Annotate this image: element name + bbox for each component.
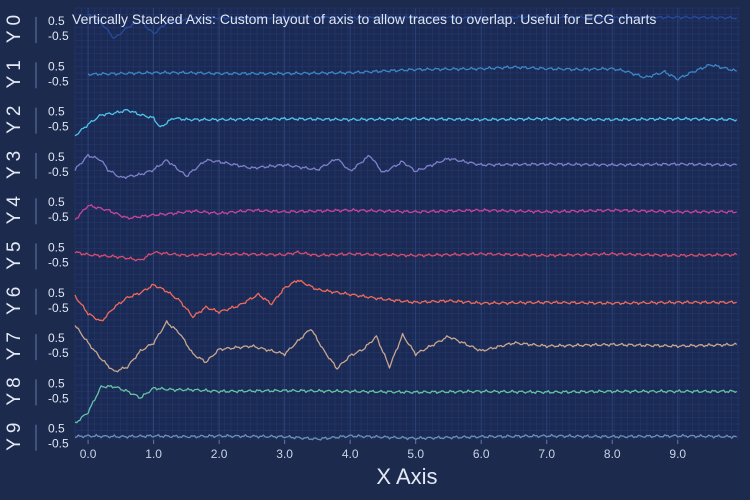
series-line-y8 — [74, 384, 738, 424]
y-tick-label: -0.5 — [48, 29, 69, 43]
y-tick-label: 0.5 — [48, 376, 65, 390]
y-tick-label: -0.5 — [48, 165, 69, 179]
x-tick-label: 3.0 — [276, 447, 293, 461]
y-tick-label: -0.5 — [48, 301, 69, 315]
y-tick-label: 0.5 — [48, 286, 65, 300]
x-tick-label: 8.0 — [604, 447, 621, 461]
y-tick-label: -0.5 — [48, 74, 69, 88]
y-axis-title: Y 4 — [4, 196, 25, 225]
y-tick-label: 0.5 — [48, 195, 65, 209]
y-tick-label: 0.5 — [48, 105, 65, 119]
y-tick-label: -0.5 — [48, 210, 69, 224]
x-axis-title: X Axis — [376, 464, 437, 489]
x-tick-label: 2.0 — [211, 447, 228, 461]
y-tick-label: -0.5 — [48, 391, 69, 405]
x-tick-label: 4.0 — [342, 447, 359, 461]
y-tick-label: 0.5 — [48, 59, 65, 73]
y-tick-label: 0.5 — [48, 150, 65, 164]
series-line-y3 — [74, 153, 737, 180]
x-axis: 0.0 1.0 2.0 3.0 4.0 5.0 6.0 7.0 8.0 9.0 X Axis — [80, 440, 686, 489]
y-tick-label: -0.5 — [48, 256, 69, 270]
x-tick-label: 6.0 — [473, 447, 490, 461]
y-axis-title: Y 0 — [4, 15, 25, 43]
y-axis-title: Y 9 — [4, 423, 25, 451]
y-tick-label: 0.5 — [48, 241, 65, 255]
x-tick-label: 5.0 — [407, 447, 424, 461]
y-tick-label: -0.5 — [48, 437, 69, 451]
x-tick-label: 0.0 — [80, 447, 97, 461]
y-axis-title: Y 3 — [4, 151, 25, 179]
y-axes: Y 0 0.5-0.5Y 1 0.5-0.5Y 2 0.5-0.5Y 3 0.5-0.5… — [4, 14, 69, 451]
y-tick-label: 0.5 — [48, 331, 65, 345]
series-line-y0 — [88, 13, 738, 39]
y-axis-title: Y 2 — [4, 106, 25, 134]
y-axis-title: Y 7 — [4, 332, 25, 360]
chart-title: Vertically Stacked Axis: Custom layout o… — [72, 11, 657, 27]
y-tick-label: 0.5 — [48, 14, 65, 28]
series-line-y9 — [74, 433, 737, 441]
y-axis-title: Y 1 — [4, 60, 25, 88]
series-line-y5 — [74, 250, 738, 262]
series-line-y4 — [74, 204, 737, 221]
y-axis-title: Y 5 — [4, 241, 25, 269]
plot-area — [75, 8, 740, 440]
series-line-y1 — [87, 64, 737, 81]
x-tick-label: 7.0 — [538, 447, 555, 461]
y-tick-label: -0.5 — [48, 346, 69, 360]
y-axis-title: Y 6 — [4, 287, 25, 315]
series-line-y7 — [74, 320, 738, 373]
y-axis-title: Y 8 — [4, 377, 25, 405]
y-tick-label: -0.5 — [48, 120, 69, 134]
series-line-y2 — [74, 108, 738, 137]
y-tick-label: 0.5 — [48, 422, 65, 436]
series-line-y6 — [74, 279, 737, 322]
x-tick-label: 1.0 — [145, 447, 162, 461]
x-tick-label: 9.0 — [669, 447, 686, 461]
